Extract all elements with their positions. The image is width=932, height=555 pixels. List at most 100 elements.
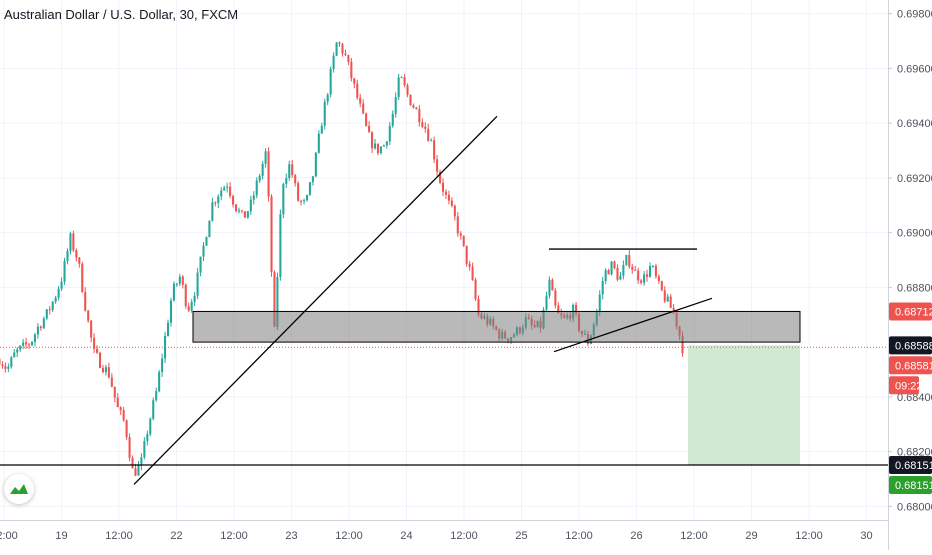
candle-body [16, 349, 19, 353]
candle-body [246, 211, 249, 218]
badge-support-black-bg [889, 455, 932, 474]
candle-body [643, 274, 646, 283]
candle-body [575, 304, 578, 314]
candle-body [96, 348, 99, 353]
badge-last-price: 0.68581 [889, 356, 932, 375]
uptrend-line[interactable] [133, 115, 498, 485]
candle-body [403, 77, 406, 86]
badge-support-green: 0.68151 [889, 475, 932, 494]
candle-body [134, 468, 137, 476]
x-tick-label: 12:00 [450, 530, 478, 542]
candle-body [616, 268, 619, 280]
candle-body [424, 126, 427, 129]
candle-body [347, 54, 350, 62]
candle-body [234, 204, 238, 212]
candle-body [217, 196, 220, 204]
candle-body [223, 187, 226, 191]
candle-body [427, 128, 430, 141]
candle-body [459, 233, 462, 236]
candle-body [462, 235, 465, 246]
candle-body [187, 306, 190, 311]
candle-body [288, 164, 291, 179]
candle-body [651, 265, 654, 267]
candle-body [131, 457, 134, 469]
candle-body [267, 151, 270, 197]
rising-wedge-line[interactable] [553, 297, 713, 353]
candle-body [294, 175, 297, 184]
x-tick-label: 24 [400, 530, 412, 542]
candle-body [613, 261, 616, 269]
candle-body [350, 61, 353, 79]
candle-body [545, 295, 548, 310]
candle-body [320, 125, 323, 134]
candle-body [237, 210, 241, 212]
candle-body [90, 320, 93, 338]
candle-body [362, 103, 365, 114]
tradingview-logo-icon[interactable] [4, 474, 34, 504]
candle-body [285, 178, 288, 184]
candle-body [54, 297, 57, 302]
candle-body [155, 391, 158, 401]
candle-body [39, 326, 42, 329]
candle-body [359, 97, 362, 104]
candle-body [229, 186, 232, 196]
candle-body [178, 276, 181, 284]
candle-body [255, 180, 258, 196]
candle-body [607, 270, 610, 275]
candle-body [22, 342, 25, 346]
x-tick-label: 26 [630, 530, 642, 542]
candle-body [33, 334, 36, 342]
candle-body [557, 305, 560, 314]
candle-body [654, 265, 657, 277]
candle-body [205, 237, 208, 246]
x-tick-label: 12:00 [680, 530, 708, 542]
candle-body [477, 299, 480, 315]
candle-body [264, 151, 267, 164]
y-tick-label: 0.68000 [897, 501, 932, 513]
candle-body [332, 55, 335, 70]
candle-body [604, 270, 607, 282]
candle-body [453, 205, 456, 217]
candle-body [468, 263, 471, 267]
candle-body [681, 335, 684, 354]
candle-body [300, 200, 303, 202]
candle-body [51, 301, 54, 311]
resistance-zone[interactable] [192, 310, 801, 343]
badge-last-price-text: 0.68581 [895, 360, 932, 372]
candle-body [551, 279, 554, 291]
candle-body [663, 290, 666, 302]
x-tick-label: 12:00 [335, 530, 363, 542]
candle-body [672, 308, 675, 313]
x-tick-label: 30 [860, 530, 872, 542]
candle-body [57, 288, 60, 298]
candle-body [45, 309, 48, 319]
candle-body [7, 366, 10, 369]
candle-body [101, 367, 105, 373]
badge-zone-top: 0.68712 [889, 302, 932, 321]
candle-body [353, 78, 356, 84]
candle-body [326, 94, 329, 102]
candle-body [125, 420, 128, 438]
candle-body [465, 245, 468, 264]
candle-body [311, 176, 314, 183]
candle-body [75, 250, 78, 258]
candle-body [436, 159, 439, 172]
x-tick-label: 12:00 [220, 530, 248, 542]
candle-body [291, 164, 294, 176]
candle-body [249, 199, 252, 212]
candle-body [243, 211, 246, 218]
target-box[interactable] [688, 345, 800, 465]
candle-body [634, 269, 637, 271]
candle-body [329, 69, 332, 95]
candle-body [48, 309, 51, 311]
candle-body [122, 410, 125, 421]
candle-body [211, 202, 214, 221]
candle-body [371, 132, 374, 149]
candle-body [81, 263, 84, 293]
candle-body [137, 465, 140, 476]
